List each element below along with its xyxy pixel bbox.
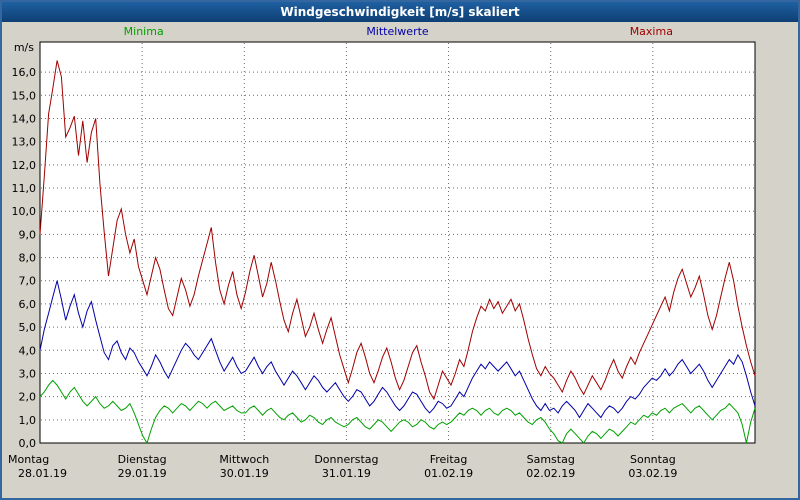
window-titlebar[interactable]: Windgeschwindigkeit [m/s] skaliert [2, 2, 798, 22]
y-tick-label: 7,0 [19, 275, 37, 288]
x-date-label: 02.02.19 [526, 467, 575, 480]
y-tick-label: 10,0 [12, 205, 37, 218]
x-day-label: Donnerstag [314, 453, 378, 466]
y-tick-label: 1,0 [19, 414, 37, 427]
y-tick-label: 14,0 [12, 112, 37, 125]
y-tick-label: 8,0 [19, 252, 37, 265]
x-date-label: 30.01.19 [220, 467, 269, 480]
x-date-label: 03.02.19 [628, 467, 677, 480]
x-day-label: Montag [8, 453, 49, 466]
y-tick-label: 0,0 [19, 437, 37, 450]
y-tick-label: 4,0 [19, 344, 37, 357]
legend-label-minima: Minima [124, 25, 164, 38]
wind-speed-chart: 0,0 1,0 2,0 3,0 4,0 5,0 6,0 7,0 8,0 9,0 10,0 11,0 12… [8, 25, 756, 480]
chart-area: 0,0 1,0 2,0 3,0 4,0 5,0 6,0 7,0 8,0 9,0 10,0 11,0 12… [2, 22, 798, 496]
maxima-line [39, 60, 756, 401]
y-tick-label: 5,0 [19, 321, 37, 334]
minima-line [39, 379, 756, 445]
x-date-label: 01.02.19 [424, 467, 473, 480]
x-date-label: 29.01.19 [118, 467, 167, 480]
x-day-label: Samstag [527, 453, 575, 466]
plot-area [39, 41, 756, 444]
chart-title: Windgeschwindigkeit [m/s] skaliert [280, 5, 520, 19]
x-day-label: Sonntag [630, 453, 676, 466]
y-tick-label: 12,0 [12, 159, 37, 172]
legend-label-maxima: Maxima [630, 25, 673, 38]
y-tick-label: 3,0 [19, 367, 37, 380]
y-tick-label: 9,0 [19, 228, 37, 241]
legend-label-mittelwerte: Mittelwerte [366, 25, 429, 38]
x-day-label: Mittwoch [219, 453, 269, 466]
y-tick-label: 13,0 [12, 136, 37, 149]
y-tick-label: 15,0 [12, 89, 37, 102]
y-tick-label: 11,0 [12, 182, 37, 195]
x-date-label: 31.01.19 [322, 467, 371, 480]
x-date-label: 28.01.19 [18, 467, 67, 480]
mittelwerte-line [39, 280, 756, 419]
y-tick-label: 2,0 [19, 391, 37, 404]
y-tick-label: 16,0 [12, 66, 37, 79]
y-axis-unit-label: m/s [14, 41, 34, 54]
x-day-label: Dienstag [118, 453, 167, 466]
y-tick-label: 6,0 [19, 298, 37, 311]
x-day-label: Freitag [430, 453, 468, 466]
